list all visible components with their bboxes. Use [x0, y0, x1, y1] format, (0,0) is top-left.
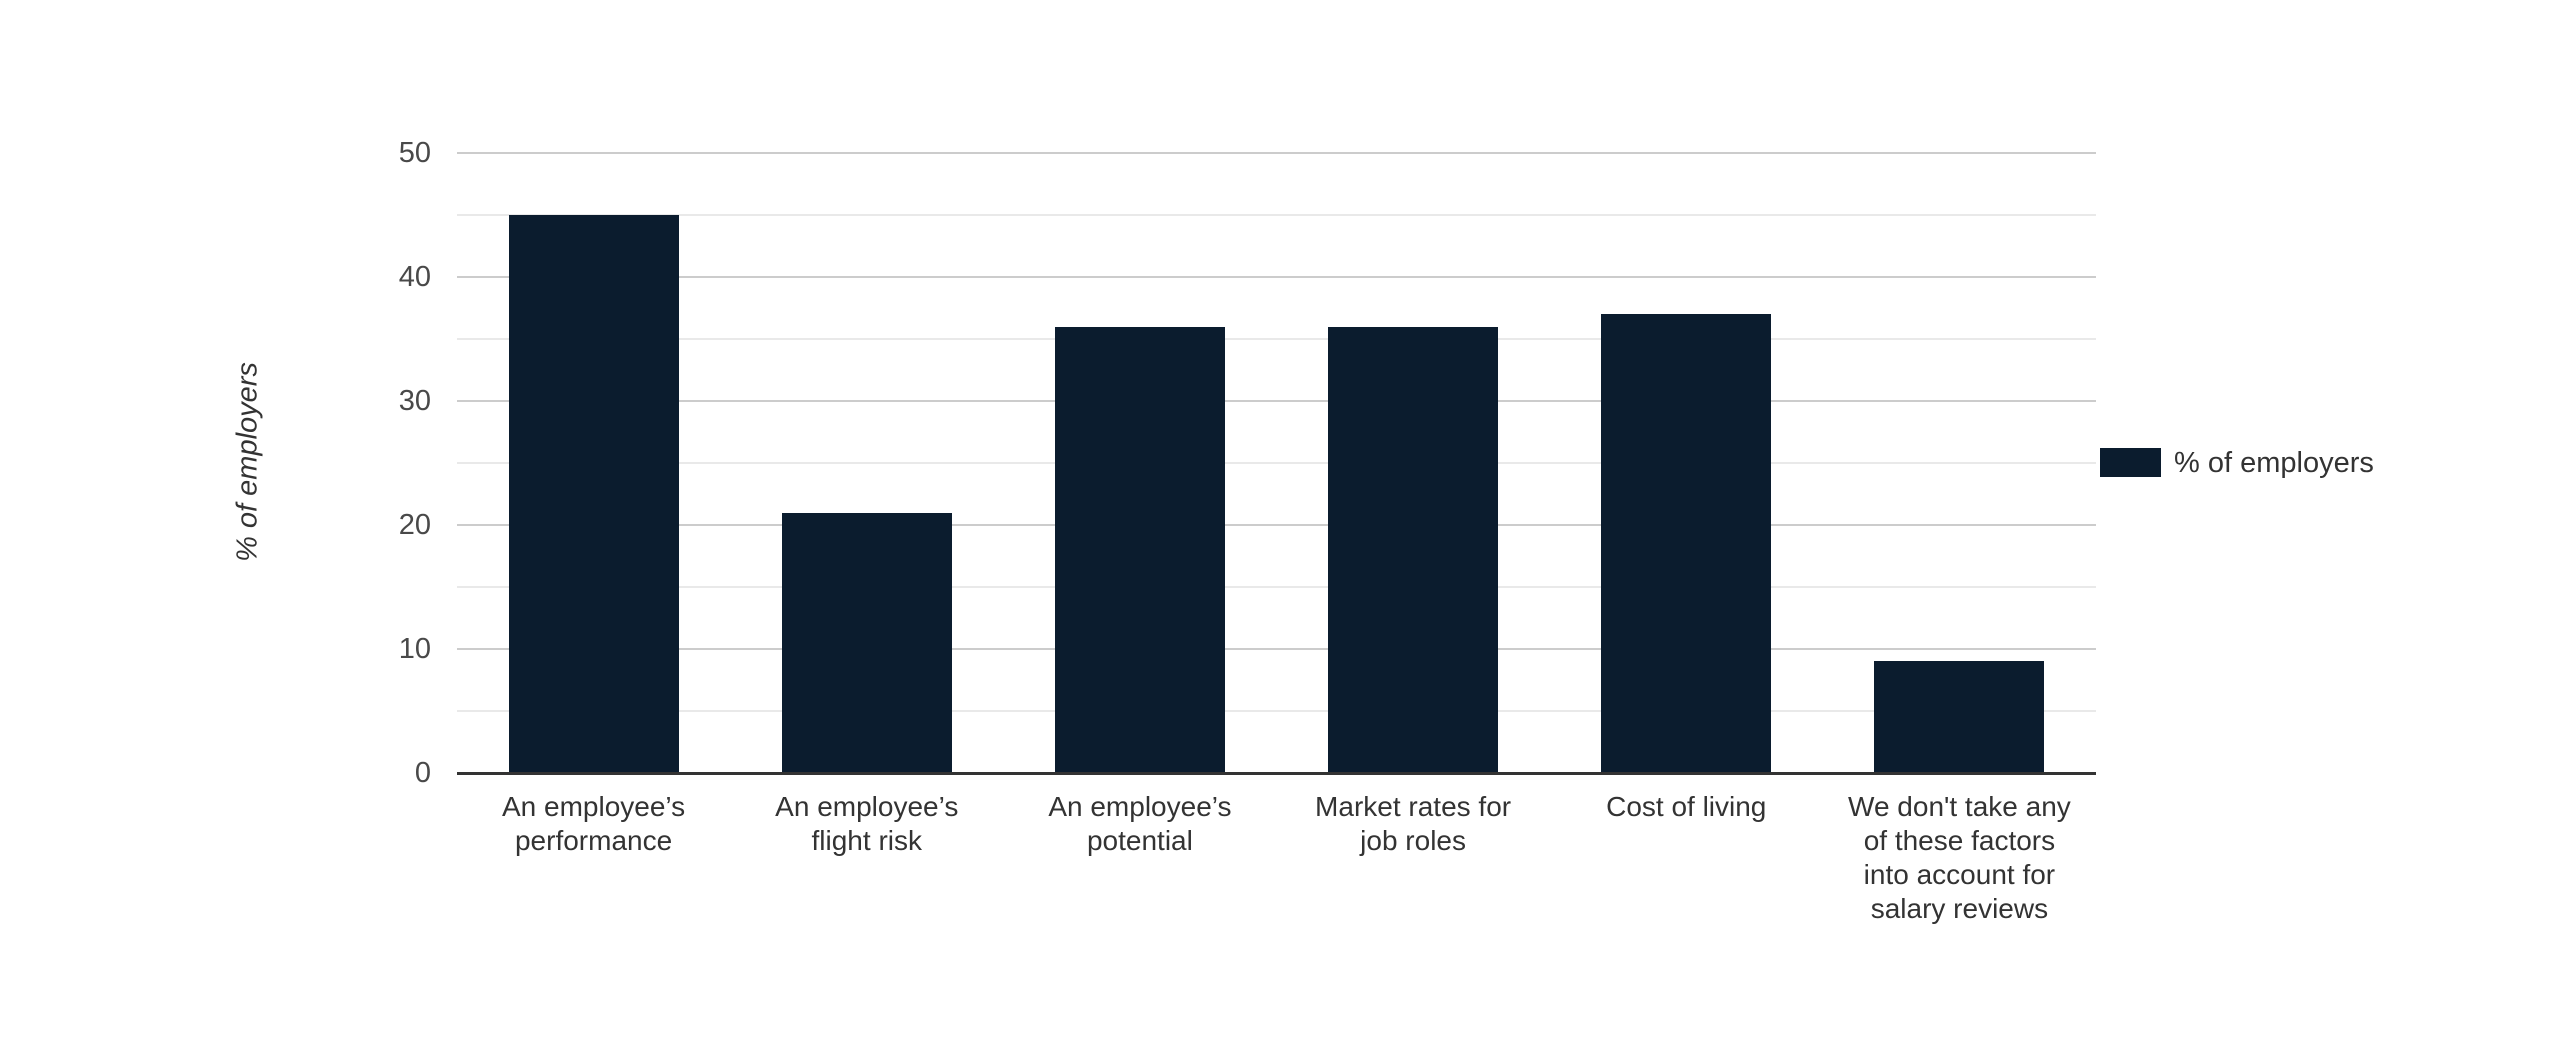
legend-swatch-icon: [2100, 448, 2161, 477]
x-axis-category-label: Cost of living: [1606, 791, 1767, 822]
bar[interactable]: [781, 512, 952, 773]
gridline: [457, 710, 2096, 712]
y-axis-tick-label: 20: [398, 509, 431, 541]
gridline: [457, 400, 2096, 402]
y-axis-title: % of employers: [231, 362, 264, 562]
bar[interactable]: [1054, 326, 1225, 773]
gridline: [457, 214, 2096, 216]
x-axis-line: [457, 772, 2096, 775]
y-axis-tick-label: 30: [398, 385, 431, 417]
legend-item[interactable]: % of employers: [2100, 446, 2374, 479]
x-axis-category-label: An employee’s potential: [1048, 791, 1232, 856]
y-axis-tick-label: 40: [398, 261, 431, 293]
gridline: [457, 276, 2096, 278]
gridline: [457, 648, 2096, 650]
gridline: [457, 338, 2096, 340]
y-axis-tick-label: 10: [398, 633, 431, 665]
x-axis-category-label: An employee’s performance: [502, 791, 686, 856]
bar[interactable]: [508, 215, 679, 773]
gridline: [457, 524, 2096, 526]
bar[interactable]: [1328, 326, 1499, 773]
legend-label: % of employers: [2174, 446, 2374, 479]
bar[interactable]: [1601, 314, 1772, 773]
gridline: [457, 152, 2096, 154]
gridline: [457, 586, 2096, 588]
x-axis-category-label: We don't take any of these factors into …: [1848, 791, 2071, 924]
x-axis-category-label: Market rates for job roles: [1315, 791, 1512, 856]
bar[interactable]: [1874, 661, 2045, 773]
y-axis-tick-label: 50: [398, 137, 431, 169]
x-axis-category-label: An employee’s flight risk: [775, 791, 959, 856]
gridline: [457, 462, 2096, 464]
y-axis-tick-label: 0: [414, 757, 431, 789]
